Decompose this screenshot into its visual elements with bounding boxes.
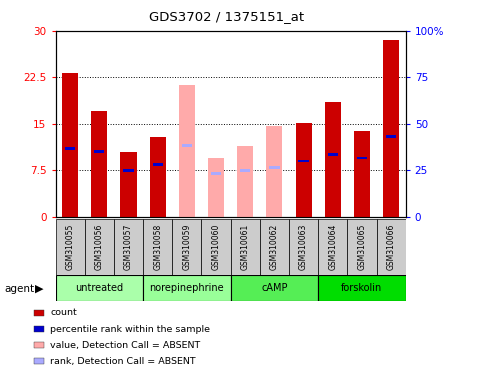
Bar bbox=[172, 219, 201, 275]
Text: ▶: ▶ bbox=[35, 284, 43, 294]
Bar bbox=[153, 163, 163, 166]
Bar bbox=[289, 219, 318, 275]
Text: GSM310060: GSM310060 bbox=[212, 223, 221, 270]
Bar bbox=[240, 169, 250, 172]
Bar bbox=[91, 111, 107, 217]
Bar bbox=[123, 169, 134, 172]
Bar bbox=[85, 219, 114, 275]
Bar bbox=[150, 137, 166, 217]
Bar bbox=[231, 219, 260, 275]
Bar bbox=[267, 126, 283, 217]
Bar bbox=[377, 219, 406, 275]
Bar bbox=[65, 147, 75, 150]
Text: GDS3702 / 1375151_at: GDS3702 / 1375151_at bbox=[149, 10, 305, 23]
Bar bbox=[325, 102, 341, 217]
Text: GSM310055: GSM310055 bbox=[66, 223, 75, 270]
Bar bbox=[298, 160, 309, 162]
Bar bbox=[114, 219, 143, 275]
Bar bbox=[260, 219, 289, 275]
Bar bbox=[318, 275, 406, 301]
Text: agent: agent bbox=[5, 284, 35, 294]
Bar bbox=[386, 135, 396, 137]
Text: GSM310065: GSM310065 bbox=[357, 223, 367, 270]
Bar bbox=[296, 122, 312, 217]
Bar bbox=[56, 275, 143, 301]
Bar bbox=[347, 219, 377, 275]
Text: GSM310059: GSM310059 bbox=[183, 223, 191, 270]
Text: percentile rank within the sample: percentile rank within the sample bbox=[50, 324, 210, 334]
Bar bbox=[94, 151, 104, 153]
Text: norepinephrine: norepinephrine bbox=[150, 283, 224, 293]
Text: cAMP: cAMP bbox=[261, 283, 288, 293]
Bar bbox=[327, 154, 338, 156]
Bar bbox=[120, 152, 137, 217]
Bar bbox=[182, 144, 192, 147]
Bar bbox=[318, 219, 347, 275]
Bar bbox=[143, 275, 231, 301]
Bar bbox=[56, 219, 85, 275]
Text: GSM310062: GSM310062 bbox=[270, 223, 279, 270]
Text: GSM310066: GSM310066 bbox=[386, 223, 396, 270]
Bar bbox=[383, 40, 399, 217]
Bar bbox=[231, 275, 318, 301]
Text: GSM310056: GSM310056 bbox=[95, 223, 104, 270]
Bar bbox=[237, 146, 253, 217]
Text: rank, Detection Call = ABSENT: rank, Detection Call = ABSENT bbox=[50, 357, 196, 366]
Text: GSM310064: GSM310064 bbox=[328, 223, 337, 270]
Text: untreated: untreated bbox=[75, 283, 123, 293]
Text: value, Detection Call = ABSENT: value, Detection Call = ABSENT bbox=[50, 341, 200, 350]
Text: forskolin: forskolin bbox=[341, 283, 383, 293]
Bar bbox=[270, 166, 280, 169]
Text: GSM310061: GSM310061 bbox=[241, 223, 250, 270]
Text: count: count bbox=[50, 308, 77, 318]
Bar bbox=[179, 85, 195, 217]
Bar bbox=[201, 219, 231, 275]
Bar bbox=[208, 158, 224, 217]
Text: GSM310058: GSM310058 bbox=[153, 223, 162, 270]
Bar bbox=[62, 73, 78, 217]
Bar bbox=[143, 219, 172, 275]
Bar bbox=[211, 172, 221, 175]
Bar bbox=[357, 157, 367, 159]
Bar bbox=[354, 131, 370, 217]
Text: GSM310063: GSM310063 bbox=[299, 223, 308, 270]
Text: GSM310057: GSM310057 bbox=[124, 223, 133, 270]
